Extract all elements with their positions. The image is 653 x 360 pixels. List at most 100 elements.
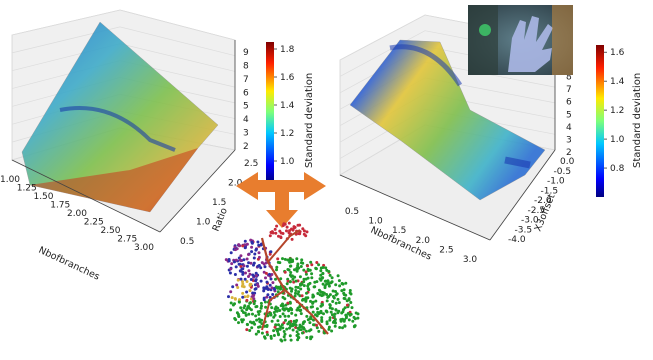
bunny-point — [302, 327, 306, 331]
right-z-tick-label: 2 — [566, 148, 572, 158]
bunny-point — [329, 310, 333, 314]
bunny-point — [349, 292, 353, 296]
bunny-point — [296, 286, 300, 289]
bunny-point — [309, 337, 313, 341]
bunny-point-cloud — [224, 221, 360, 343]
arrow-down — [266, 192, 298, 228]
bunny-point — [305, 291, 308, 295]
bunny-point — [263, 336, 267, 340]
bunny-point — [285, 282, 289, 286]
bunny-point — [272, 329, 276, 333]
bunny-point — [324, 266, 328, 270]
bunny-point — [283, 297, 287, 301]
bunny-point — [233, 273, 237, 276]
bunny-point — [343, 324, 347, 328]
bunny-point — [249, 282, 253, 286]
bunny-point — [253, 252, 257, 256]
bunny-point — [244, 313, 248, 317]
bunny-point — [330, 313, 334, 317]
bunny-point — [299, 308, 303, 312]
bunny-point — [250, 250, 254, 254]
bunny-point — [236, 286, 240, 289]
bunny-point — [334, 308, 338, 312]
bunny-point — [314, 266, 318, 270]
right-x-tick-label: 0.5 — [345, 207, 359, 217]
bunny-point — [300, 325, 304, 329]
bunny-point — [314, 299, 318, 303]
bunny-point — [273, 287, 276, 291]
bunny-point — [310, 263, 314, 267]
left-x-tick-label: 1.25 — [17, 184, 37, 194]
bunny-point — [321, 271, 325, 275]
bunny-point — [252, 256, 256, 260]
bunny-point — [249, 297, 253, 301]
bunny-point — [299, 287, 303, 291]
bunny-point — [305, 230, 309, 234]
bunny-point — [224, 258, 228, 262]
bunny-point — [264, 305, 268, 309]
bunny-point — [348, 289, 352, 292]
bunny-point — [227, 295, 230, 299]
bunny-point — [330, 329, 334, 333]
bunny-point — [241, 272, 245, 276]
bunny-point — [307, 329, 311, 333]
bunny-point — [239, 265, 243, 268]
bunny-point — [297, 290, 301, 294]
left-colorbar-tick-label: 1.2 — [280, 129, 294, 139]
bunny-point — [248, 272, 252, 276]
bunny-point — [239, 269, 243, 273]
bunny-point — [271, 293, 275, 296]
bunny-point — [258, 309, 262, 313]
bunny-point — [246, 294, 250, 298]
bunny-point — [336, 311, 340, 315]
bunny-point — [255, 318, 259, 322]
left-colorbar-tick-label: 1.8 — [280, 45, 295, 55]
bunny-point — [233, 297, 237, 301]
right-x-tick-label: 2.0 — [416, 236, 431, 246]
bunny-point — [242, 264, 246, 268]
bunny-point — [244, 271, 247, 275]
bunny-point — [356, 312, 360, 316]
bunny-point — [286, 279, 290, 283]
bunny-point — [283, 257, 287, 261]
right-colorbar-label: Standard deviation — [632, 73, 643, 168]
right-z-tick-label: 3 — [566, 135, 572, 145]
bunny-point — [270, 306, 274, 310]
bunny-point — [347, 318, 351, 322]
bunny-point — [246, 323, 249, 327]
bunny-point — [341, 310, 345, 314]
bunny-point — [299, 261, 303, 265]
bunny-point — [301, 227, 305, 231]
bunny-point — [270, 230, 274, 234]
orange-arrows — [236, 172, 326, 228]
bunny-point — [245, 298, 249, 302]
left-z-tick-label: 2 — [243, 142, 249, 152]
left-y-tick-label: 1.0 — [196, 218, 211, 228]
left-z-tick-label: 9 — [243, 48, 249, 58]
bunny-point — [338, 284, 342, 288]
left-colorbar-tick-label: 1.6 — [280, 73, 295, 83]
bunny-point — [326, 280, 330, 284]
bunny-point — [283, 307, 287, 311]
bunny-point — [317, 263, 321, 267]
bunny-point — [236, 278, 240, 282]
bunny-point — [353, 317, 357, 321]
right-colorbar-tick-label: 0.8 — [610, 164, 625, 174]
bunny-point — [295, 269, 299, 273]
bunny-point — [311, 293, 315, 297]
bunny-point — [253, 299, 257, 303]
bunny-point — [283, 314, 287, 318]
bunny-point — [316, 310, 320, 314]
bunny-point — [247, 312, 251, 316]
bunny-point — [296, 223, 300, 227]
bunny-point — [254, 332, 258, 336]
bunny-point — [313, 280, 317, 284]
bunny-point — [296, 332, 300, 336]
bunny-point — [234, 258, 238, 262]
left-y-tick-label: 0.5 — [180, 237, 194, 247]
bunny-point — [247, 275, 250, 278]
left-colorbar: 1.0 1.2 1.4 1.6 1.8 Standard deviation — [266, 42, 315, 182]
bunny-point — [235, 311, 239, 315]
grid-line — [11, 26, 236, 57]
bunny-point — [281, 302, 284, 306]
